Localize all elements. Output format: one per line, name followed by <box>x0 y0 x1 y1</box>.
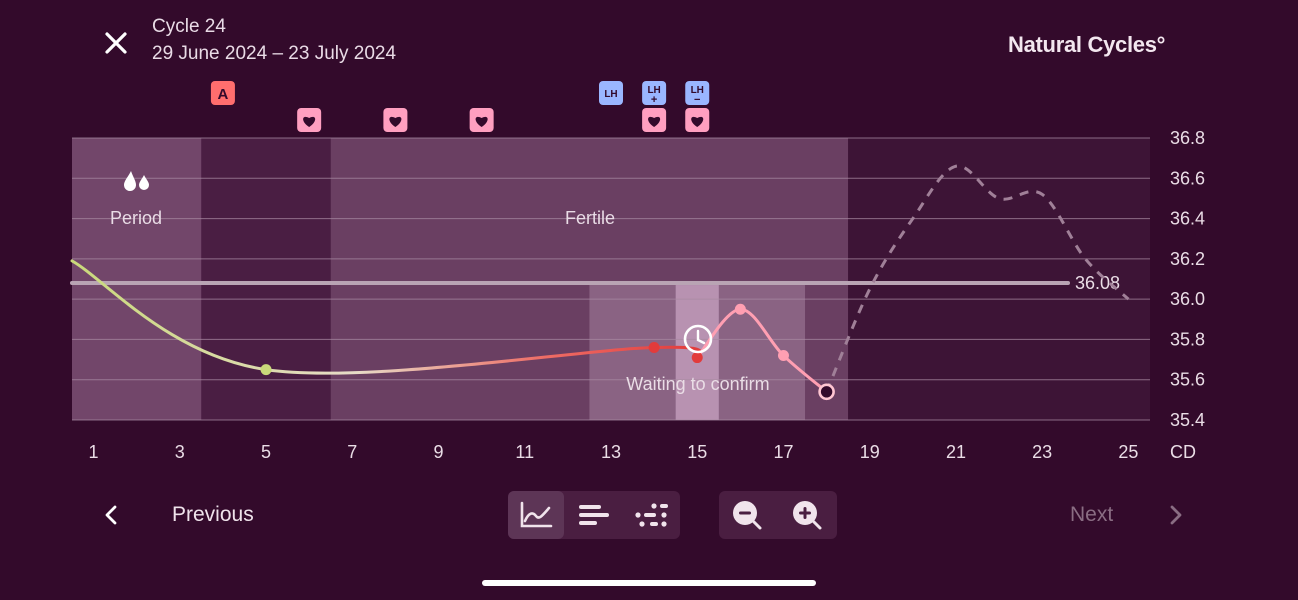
period-drops-icon <box>124 171 149 191</box>
future-band <box>848 138 1150 420</box>
intercourse-marker[interactable] <box>469 108 494 132</box>
zoom-controls <box>719 491 837 539</box>
lh-test-marker-bg <box>599 81 623 105</box>
y-tick-label: 36.2 <box>1170 249 1205 269</box>
previous-label: Previous <box>172 503 254 526</box>
zoom-in-icon <box>793 501 822 530</box>
temperature-line-post-ovulation <box>695 307 829 394</box>
lh-test-marker-bg <box>642 81 667 105</box>
temperature-point <box>691 352 703 364</box>
temperature-point <box>734 303 746 315</box>
lh-marker-sign: + <box>651 94 657 106</box>
x-tick-label: 3 <box>175 442 185 462</box>
y-tick-label: 36.6 <box>1170 168 1205 188</box>
temperature-point-unconfirmed <box>818 383 835 401</box>
home-indicator <box>482 580 816 586</box>
temperature-point <box>648 341 660 353</box>
zoom-out-icon <box>733 501 762 530</box>
heart-icon <box>389 116 402 127</box>
view-mode-toggle <box>508 491 680 539</box>
y-tick-label: 35.6 <box>1170 370 1205 390</box>
heart-icon <box>648 116 661 127</box>
heart-icon <box>691 116 704 127</box>
y-tick-label: 35.8 <box>1170 329 1205 349</box>
x-tick-label: 23 <box>1032 442 1052 462</box>
lh-test-marker[interactable]: LH <box>599 81 623 105</box>
lh-marker-label: LH <box>647 85 660 96</box>
x-tick-label: 17 <box>773 442 793 462</box>
zoom-in-button[interactable] <box>779 491 835 539</box>
lh-marker-label: LH <box>691 85 704 96</box>
y-tick-label: 36.8 <box>1170 128 1205 148</box>
x-axis-unit-label: CD <box>1170 442 1196 462</box>
intercourse-marker[interactable] <box>297 108 322 132</box>
a-marker-bg <box>210 81 235 105</box>
intercourse-marker[interactable] <box>685 108 710 132</box>
predicted-temperature-line <box>825 164 1130 393</box>
bars-list-icon <box>579 505 609 525</box>
brand-logo: Natural Cycles° <box>1008 32 1166 57</box>
scatter-dots-icon <box>635 503 668 527</box>
y-tick-label: 36.0 <box>1170 289 1205 309</box>
waiting-to-confirm-label: Waiting to confirm <box>626 374 769 394</box>
chevron-left-icon <box>105 505 117 525</box>
infertile-band <box>201 138 331 420</box>
y-tick-label: 36.4 <box>1170 209 1205 229</box>
graph-view-button[interactable] <box>508 491 564 539</box>
chevron-right-icon <box>1170 505 1182 525</box>
waiting-clock-icon <box>683 324 713 354</box>
temperature-point <box>777 350 789 362</box>
temperature-line-pre-ovulation <box>70 259 702 375</box>
coverline-label: 36.08 <box>1075 273 1120 293</box>
cycle-title: Cycle 24 <box>152 16 226 37</box>
lh-marker-label: LH <box>604 89 617 100</box>
temperature-point <box>260 364 272 376</box>
x-tick-label: 11 <box>515 442 534 462</box>
next-button[interactable]: Next <box>1070 490 1191 540</box>
close-button[interactable] <box>96 24 136 64</box>
next-label: Next <box>1070 503 1114 526</box>
intercourse-marker[interactable] <box>383 108 408 132</box>
x-tick-label: 25 <box>1118 442 1138 462</box>
heart-icon <box>303 116 316 127</box>
x-tick-label: 21 <box>946 442 966 462</box>
list-view-button[interactable] <box>566 491 622 539</box>
x-tick-label: 15 <box>687 442 707 462</box>
x-tick-label: 19 <box>860 442 880 462</box>
previous-button[interactable]: Previous <box>96 490 254 540</box>
temperature-chart: 36.836.636.436.236.035.835.635.4 Period … <box>70 81 1205 462</box>
x-tick-label: 9 <box>434 442 444 462</box>
a-marker[interactable]: A <box>210 81 235 105</box>
lh-test-marker[interactable]: LH− <box>685 81 710 106</box>
period-label: Period <box>110 208 162 228</box>
cycle-dates: 29 June 2024 – 23 July 2024 <box>152 43 397 64</box>
fertile-label: Fertile <box>565 208 615 228</box>
lh-marker-sign: − <box>694 94 700 106</box>
line-graph-icon <box>520 501 553 528</box>
x-tick-label: 5 <box>261 442 271 462</box>
scatter-view-button[interactable] <box>624 491 680 539</box>
close-icon <box>105 32 127 54</box>
a-marker-label: A <box>217 86 228 103</box>
x-tick-label: 7 <box>347 442 357 462</box>
lh-test-marker[interactable]: LH+ <box>642 81 667 106</box>
heart-icon <box>475 116 488 127</box>
zoom-out-button[interactable] <box>719 491 775 539</box>
intercourse-marker[interactable] <box>642 108 667 132</box>
x-tick-label: 13 <box>601 442 621 462</box>
x-tick-label: 1 <box>89 442 99 462</box>
period-band <box>72 138 202 420</box>
lh-test-marker-bg <box>685 81 710 105</box>
y-tick-label: 35.4 <box>1170 410 1205 430</box>
